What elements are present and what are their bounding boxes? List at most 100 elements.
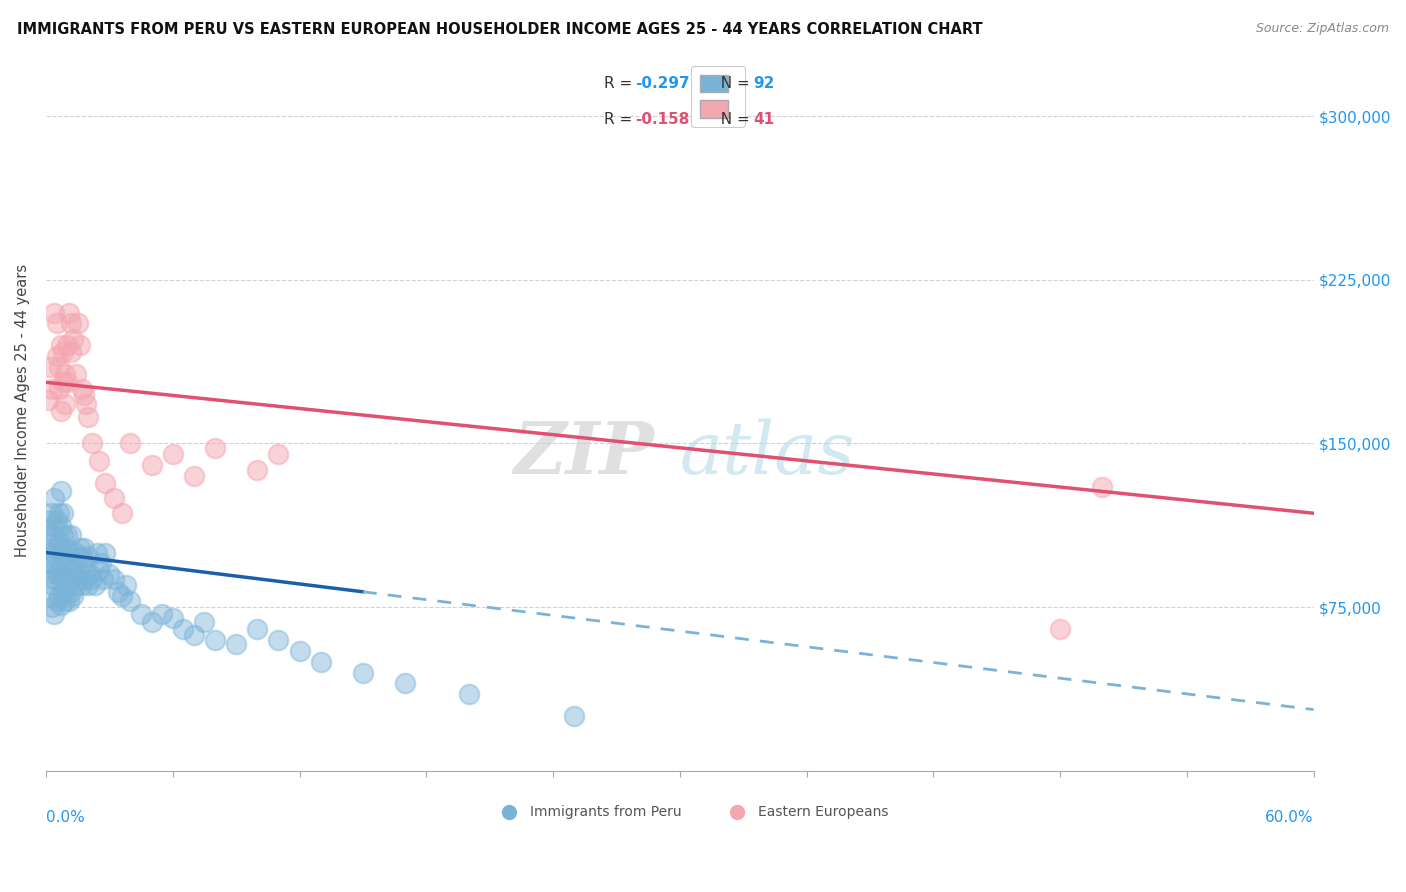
Point (44, 607, 66, 621)
Point (66, 549, 89, 564)
Point (49, 572, 72, 586)
Point (82, 436, 104, 450)
Point (70, 549, 93, 564)
Point (53, 593, 76, 607)
Point (183, 469, 205, 483)
Point (65, 367, 87, 381)
Point (394, 676, 416, 690)
Point (94, 475, 117, 490)
Point (48, 534, 70, 549)
Point (58, 305, 80, 319)
Point (115, 578, 138, 592)
Text: N =: N = (711, 76, 755, 91)
Point (457, 687, 479, 701)
Point (1049, 622, 1071, 636)
Point (87, 563, 110, 577)
Point (53, 567, 76, 582)
Point (44, 519, 66, 533)
Point (79, 567, 101, 582)
Point (225, 637, 247, 651)
Point (52, 376, 75, 390)
Point (52, 506, 75, 520)
Point (75, 563, 97, 577)
Point (65, 545, 87, 559)
Point (90, 557, 112, 571)
Point (150, 607, 173, 621)
Point (56, 528, 79, 542)
Text: Eastern Europeans: Eastern Europeans (758, 805, 889, 820)
Point (82, 572, 104, 586)
Point (111, 589, 134, 603)
Point (44, 305, 66, 319)
Point (162, 447, 184, 461)
Point (141, 615, 163, 630)
Point (39, 589, 62, 603)
Point (48, 589, 70, 603)
Point (56, 557, 79, 571)
Point (53, 397, 76, 411)
Text: N =: N = (711, 112, 755, 127)
Point (49, 598, 72, 612)
Point (1187, 764, 1209, 778)
Text: 60.0%: 60.0% (1265, 810, 1313, 825)
Point (77, 549, 100, 564)
Point (91, 572, 114, 586)
Point (37, 524, 59, 538)
Point (87, 454, 110, 468)
Point (69, 338, 91, 352)
Point (41, 382, 63, 396)
Point (62, 563, 84, 577)
Text: atlas: atlas (681, 418, 855, 489)
Point (73, 388, 96, 402)
Point (52, 584, 75, 599)
Point (39, 534, 62, 549)
Point (37, 545, 59, 559)
Point (37, 392, 59, 407)
Point (120, 436, 142, 450)
Point (267, 632, 290, 647)
Point (1091, 480, 1114, 494)
Point (120, 593, 142, 607)
Y-axis label: Householder Income Ages 25 - 44 years: Householder Income Ages 25 - 44 years (15, 264, 30, 558)
Point (37, 567, 59, 582)
Point (562, 709, 585, 723)
Point (309, 655, 332, 669)
Point (69, 567, 91, 582)
Point (41, 557, 63, 571)
Point (267, 447, 290, 461)
Point (60, 584, 83, 599)
Point (75, 397, 97, 411)
Text: 0.0%: 0.0% (46, 810, 84, 825)
Point (49, 403, 72, 417)
Point (183, 628, 205, 642)
Point (45, 349, 67, 363)
Point (60, 317, 83, 331)
Point (204, 632, 226, 647)
Point (69, 541, 91, 556)
Point (48, 359, 70, 374)
Text: -0.158: -0.158 (636, 112, 690, 127)
Point (111, 506, 134, 520)
Point (288, 643, 311, 657)
Point (39, 513, 62, 527)
Text: Source: ZipAtlas.com: Source: ZipAtlas.com (1256, 22, 1389, 36)
Point (162, 611, 184, 625)
Point (44, 545, 66, 559)
Text: IMMIGRANTS FROM PERU VS EASTERN EUROPEAN HOUSEHOLDER INCOME AGES 25 - 44 YEARS C: IMMIGRANTS FROM PERU VS EASTERN EUROPEAN… (17, 22, 983, 37)
Point (45, 593, 67, 607)
Point (70, 382, 93, 396)
Point (77, 578, 100, 592)
Point (60, 344, 83, 359)
Text: ZIP: ZIP (513, 418, 654, 490)
Point (77, 410, 100, 425)
Point (49, 338, 72, 352)
Point (45, 567, 67, 582)
Text: Immigrants from Peru: Immigrants from Peru (530, 805, 682, 820)
Point (41, 600, 63, 615)
Point (204, 441, 226, 455)
Point (49, 519, 72, 533)
Point (103, 491, 125, 505)
Point (246, 462, 269, 476)
Point (44, 491, 66, 505)
Text: R =: R = (603, 112, 637, 127)
